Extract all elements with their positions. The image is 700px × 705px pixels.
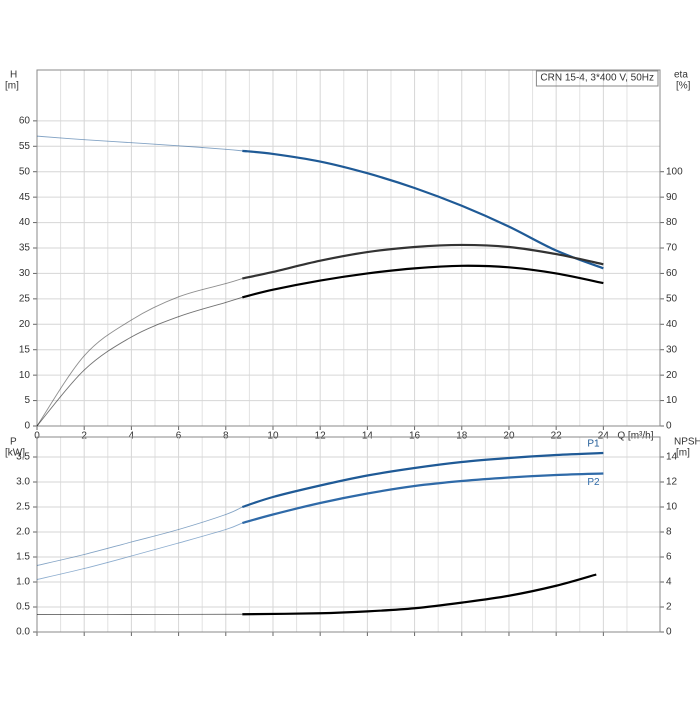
curve-thin	[37, 279, 242, 426]
curve-thin	[37, 136, 242, 151]
y2-tick-label: 6	[666, 552, 672, 563]
x-label: Q [m³/h]	[617, 431, 653, 442]
y2-tick-label: 4	[666, 577, 672, 588]
y-tick-label: 2.5	[16, 502, 30, 513]
y2-tick-label: 10	[666, 502, 678, 513]
y2-tick-label: 100	[666, 166, 683, 177]
curve	[242, 575, 596, 615]
y-tick-label: 3.0	[16, 477, 30, 488]
y-tick-label: 20	[19, 319, 31, 330]
y2-unit: [%]	[676, 81, 691, 92]
curve-thin	[37, 523, 242, 580]
y2-tick-label: 30	[666, 344, 678, 355]
y-tick-label: 60	[19, 115, 31, 126]
y2-tick-label: 8	[666, 527, 672, 538]
y2-tick-label: 70	[666, 243, 678, 254]
y-tick-label: 1.0	[16, 577, 30, 588]
y-tick-label: 30	[19, 268, 31, 279]
y-tick-label: 40	[19, 217, 31, 228]
y-unit: [kW]	[5, 448, 25, 459]
y2-label: eta	[674, 70, 688, 81]
y2-tick-label: 10	[666, 395, 678, 406]
y-tick-label: 15	[19, 344, 31, 355]
y2-tick-label: 40	[666, 319, 678, 330]
y-tick-label: 10	[19, 370, 31, 381]
y2-tick-label: 20	[666, 370, 678, 381]
y-tick-label: 55	[19, 141, 31, 152]
y-tick-label: 5	[24, 395, 30, 406]
y-tick-label: 2.0	[16, 527, 30, 538]
plot-frame	[37, 437, 660, 632]
y-unit: [m]	[5, 81, 19, 92]
y-label: H	[10, 70, 17, 81]
y-label: P	[10, 437, 17, 448]
y2-label: NPSH	[674, 437, 700, 448]
y-tick-label: 50	[19, 166, 31, 177]
y-tick-label: 0	[24, 421, 30, 432]
y-tick-label: 0.0	[16, 627, 30, 638]
y2-tick-label: 60	[666, 268, 678, 279]
y-tick-label: 1.5	[16, 552, 30, 563]
y2-tick-label: 12	[666, 477, 678, 488]
y2-tick-label: 2	[666, 602, 672, 613]
y2-tick-label: 90	[666, 192, 678, 203]
y-tick-label: 0.5	[16, 602, 30, 613]
series-label: P2	[587, 477, 600, 488]
chart-title: CRN 15-4, 3*400 V, 50Hz	[540, 73, 654, 84]
y-tick-label: 45	[19, 192, 31, 203]
y2-tick-label: 0	[666, 421, 672, 432]
y2-tick-label: 50	[666, 293, 678, 304]
y2-tick-label: 80	[666, 217, 678, 228]
series-label: P1	[587, 439, 600, 450]
y-tick-label: 35	[19, 243, 31, 254]
y2-tick-label: 0	[666, 627, 672, 638]
y2-unit: [m]	[676, 448, 690, 459]
curve-thin	[37, 297, 242, 426]
y-tick-label: 25	[19, 293, 31, 304]
